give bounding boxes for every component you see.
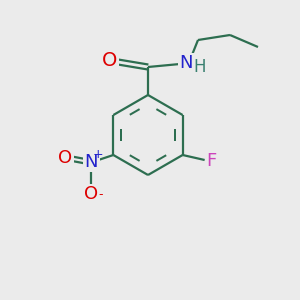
Text: O: O <box>58 149 72 167</box>
Text: N: N <box>85 153 98 171</box>
Text: F: F <box>206 152 217 170</box>
Text: O: O <box>102 52 118 70</box>
Text: O: O <box>84 185 98 203</box>
Text: H: H <box>194 58 206 76</box>
Text: -: - <box>98 188 103 202</box>
Text: N: N <box>179 54 193 72</box>
Text: +: + <box>93 148 104 161</box>
